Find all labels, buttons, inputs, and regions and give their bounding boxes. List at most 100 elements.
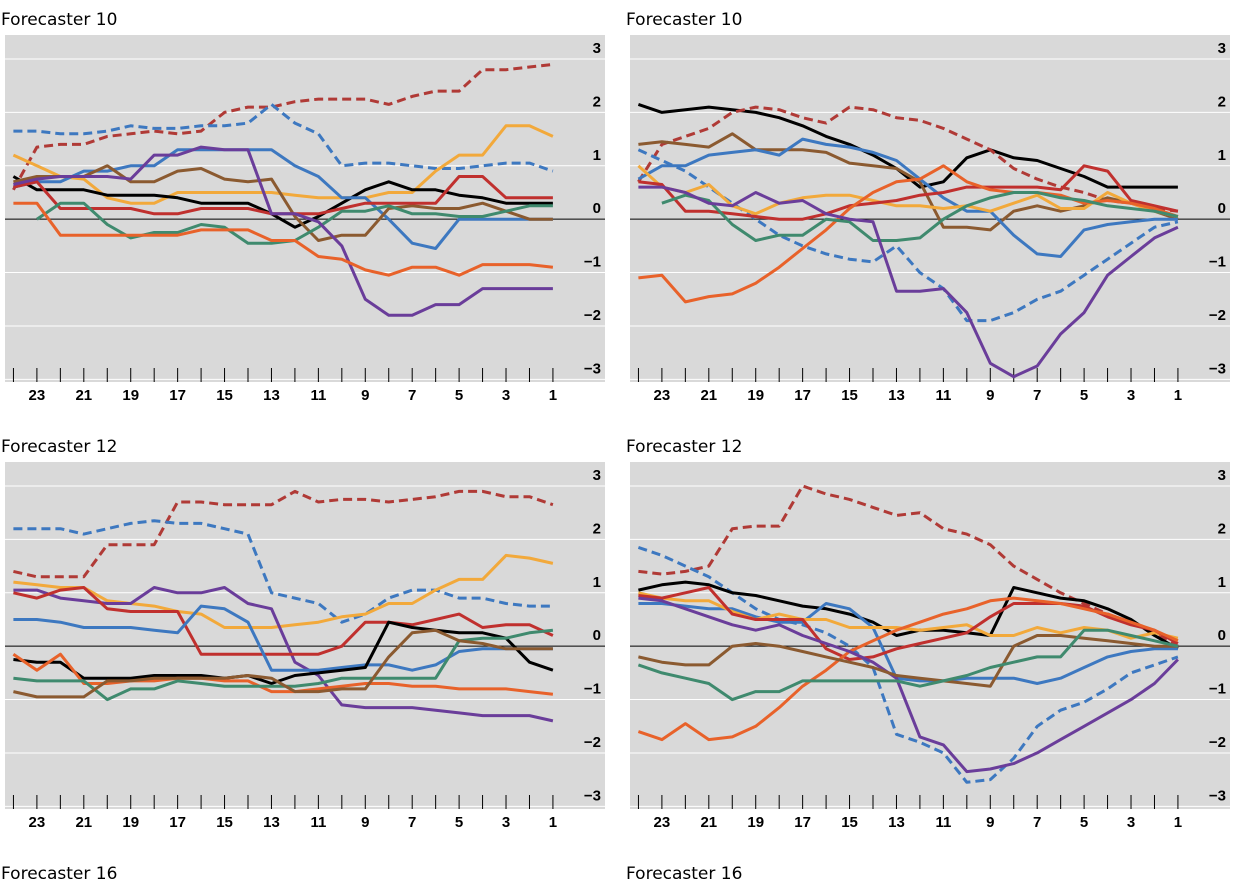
- y-tick-label: 3: [1218, 467, 1226, 484]
- series-line: [13, 604, 553, 672]
- y-tick-label: −2: [584, 734, 601, 751]
- x-tick-label: 21: [75, 387, 92, 404]
- series-line: [13, 553, 554, 629]
- x-tick-label: 11: [310, 387, 326, 404]
- y-tick-label: 3: [593, 40, 601, 57]
- x-tick-label: 11: [935, 387, 951, 404]
- x-tick-label: 21: [75, 814, 92, 831]
- series-line: [13, 586, 554, 723]
- y-tick-label: −1: [584, 681, 601, 698]
- series-line: [638, 580, 1179, 651]
- x-tick-label: 13: [263, 814, 280, 831]
- x-tick-label: 17: [794, 814, 811, 831]
- y-tick-label: 0: [593, 200, 601, 217]
- x-tick-label: 13: [888, 387, 905, 404]
- x-tick-label: 7: [1033, 814, 1041, 831]
- x-tick-label: 9: [361, 814, 369, 831]
- y-tick-label: 2: [593, 520, 601, 537]
- chart-title: Forecaster 12: [1, 437, 117, 457]
- series-line: [637, 596, 1179, 742]
- y-tick-label: 2: [1218, 520, 1226, 537]
- y-tick-label: −1: [584, 254, 601, 271]
- y-tick-label: −1: [1209, 254, 1226, 271]
- series-line: [13, 489, 554, 579]
- x-tick-label: 1: [1174, 387, 1182, 404]
- y-tick-label: −2: [1209, 734, 1226, 751]
- series-line: [638, 164, 1179, 221]
- chart-title: Forecaster 12: [626, 437, 742, 457]
- x-tick-label: 7: [408, 814, 416, 831]
- series-line: [638, 484, 1179, 648]
- y-tick-label: −3: [1209, 787, 1226, 804]
- chart-title: Forecaster 16: [626, 864, 742, 880]
- series-line: [637, 164, 1179, 218]
- series-line: [13, 145, 553, 317]
- x-tick-label: 23: [654, 387, 671, 404]
- chart-title: Forecaster 10: [626, 10, 742, 30]
- x-tick-label: 1: [549, 387, 557, 404]
- x-tick-label: 23: [654, 814, 671, 831]
- series-line: [13, 201, 554, 277]
- series-line: [638, 586, 1179, 661]
- x-tick-label: 3: [1127, 387, 1135, 404]
- x-tick-label: 3: [502, 387, 510, 404]
- x-tick-label: 19: [747, 814, 764, 831]
- series-line: [13, 586, 554, 656]
- x-tick-label: 5: [455, 387, 463, 404]
- chart-title: Forecaster 16: [1, 864, 117, 880]
- y-tick-label: 1: [1218, 147, 1226, 164]
- x-tick-label: 9: [361, 387, 369, 404]
- series-line: [13, 620, 554, 685]
- x-tick-label: 19: [747, 387, 764, 404]
- y-tick-label: −2: [584, 307, 601, 324]
- x-tick-label: 19: [122, 387, 139, 404]
- x-tick-label: 7: [408, 387, 416, 404]
- series-line: [638, 596, 1179, 774]
- y-tick-label: −3: [1209, 360, 1226, 377]
- x-tick-label: 23: [29, 814, 46, 831]
- x-tick-label: 1: [549, 814, 557, 831]
- x-tick-label: 15: [841, 814, 858, 831]
- x-tick-label: 23: [29, 387, 46, 404]
- y-tick-label: 2: [1218, 93, 1226, 110]
- x-tick-label: 13: [888, 814, 905, 831]
- chart-title: Forecaster 10: [1, 10, 117, 30]
- x-tick-label: 1: [1174, 814, 1182, 831]
- series-line: [13, 164, 553, 242]
- x-tick-label: 9: [986, 387, 994, 404]
- x-tick-label: 3: [1127, 814, 1135, 831]
- plot-area: [5, 462, 605, 809]
- series-line: [13, 148, 553, 250]
- y-tick-label: 0: [1218, 627, 1226, 644]
- y-tick-label: 0: [1218, 200, 1226, 217]
- x-tick-label: 17: [794, 387, 811, 404]
- x-tick-label: 7: [1033, 387, 1041, 404]
- y-tick-label: −1: [1209, 681, 1226, 698]
- x-tick-label: 11: [935, 814, 951, 831]
- series-line: [637, 105, 1179, 213]
- x-tick-label: 21: [700, 814, 717, 831]
- x-tick-label: 5: [455, 814, 463, 831]
- series-line: [13, 102, 554, 173]
- series-line: [661, 191, 1179, 242]
- y-tick-label: 3: [593, 467, 601, 484]
- x-tick-label: 13: [263, 387, 280, 404]
- y-tick-label: 1: [593, 574, 601, 591]
- x-tick-label: 15: [841, 387, 858, 404]
- x-tick-label: 15: [216, 387, 233, 404]
- y-tick-label: −3: [584, 360, 601, 377]
- y-tick-label: 1: [593, 147, 601, 164]
- y-tick-label: 0: [593, 627, 601, 644]
- x-tick-label: 5: [1080, 814, 1088, 831]
- series-line: [13, 628, 553, 699]
- series-line: [638, 185, 1179, 379]
- series-line: [12, 175, 553, 229]
- x-tick-label: 17: [169, 814, 186, 831]
- x-tick-label: 21: [700, 387, 717, 404]
- series-line: [12, 62, 554, 191]
- y-tick-label: 1: [1218, 574, 1226, 591]
- y-tick-label: −3: [584, 787, 601, 804]
- series-line: [637, 102, 1178, 189]
- series-line: [637, 628, 1179, 702]
